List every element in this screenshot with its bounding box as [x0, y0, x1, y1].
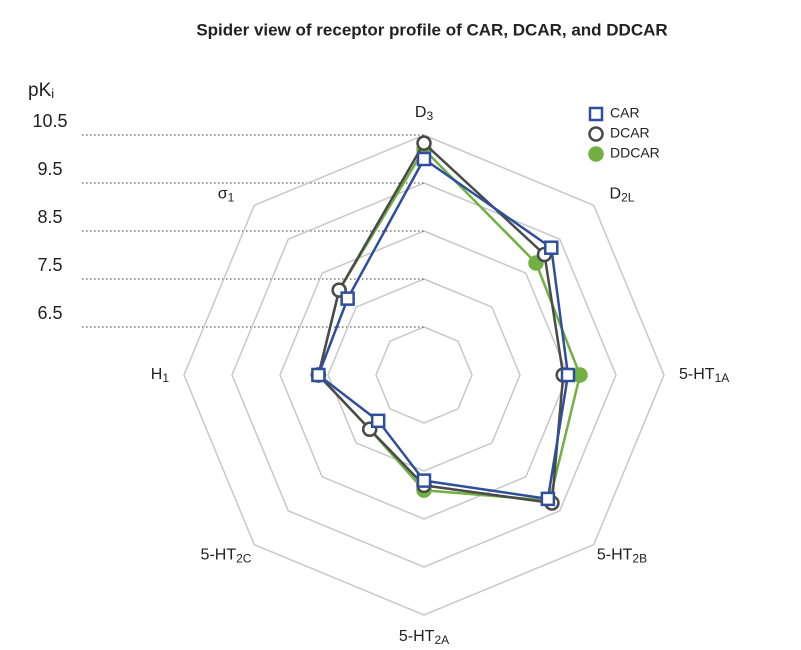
series-line: [317, 148, 582, 502]
axis-label: 5-HT1A: [679, 366, 729, 385]
marker: [340, 291, 355, 306]
marker: [588, 126, 604, 142]
grid-ring: [231, 182, 617, 568]
y-tick-label: 10.5: [32, 111, 67, 131]
chart-title: Spider view of receptor profile of CAR, …: [196, 20, 667, 39]
marker: [560, 367, 576, 383]
legend-label: CAR: [610, 105, 640, 121]
axis-label-base: H: [151, 366, 163, 383]
axis-label-base: 5-HT: [399, 628, 435, 645]
marker: [540, 491, 556, 507]
axis-label-sub: 3: [426, 109, 433, 123]
y-axis-label: pKi: [28, 80, 54, 101]
axis-label: 5-HT2A: [399, 628, 449, 647]
axis-label-sub: 2A: [434, 633, 449, 647]
marker: [311, 367, 326, 383]
y-tick-label: 9.5: [37, 159, 62, 179]
y-tick-label: 8.5: [37, 207, 62, 227]
legend-label: DDCAR: [610, 145, 660, 161]
axis-label-sub: 2B: [632, 551, 647, 565]
axis-label-sub: 2L: [621, 191, 635, 205]
grid-ring: [279, 230, 569, 520]
y-label-base: pK: [28, 80, 52, 101]
axis-label: 5-HT2B: [597, 547, 647, 566]
axis-label-base: 5-HT: [679, 366, 715, 383]
marker: [370, 413, 386, 429]
axis-label-sub: 1: [162, 371, 169, 385]
marker: [572, 367, 588, 383]
marker: [544, 240, 559, 255]
series-line: [317, 141, 565, 505]
y-tick-label: 7.5: [37, 255, 62, 275]
series-line: [317, 157, 570, 501]
axis-label-sub: 1: [228, 191, 235, 205]
grid-ring: [183, 134, 665, 616]
axis-label-base: D: [415, 104, 427, 121]
legend-label: DCAR: [610, 125, 650, 141]
marker: [416, 473, 432, 488]
axis-label: D2L: [610, 186, 635, 205]
axis-label-base: 5-HT: [597, 547, 633, 564]
marker: [416, 151, 432, 167]
marker: [416, 135, 432, 151]
axis-label-sub: 1A: [715, 371, 730, 385]
y-label-sub: i: [51, 86, 54, 101]
marker: [588, 106, 604, 122]
axis-label-base: D: [610, 186, 622, 203]
grid-ring: [375, 326, 473, 424]
grid-ring: [327, 278, 521, 472]
axis-label: D3: [415, 104, 434, 123]
y-tick-label: 6.5: [37, 303, 62, 323]
axis-label-sub: 2C: [236, 551, 252, 565]
axis-label-base: 5-HT: [201, 547, 237, 564]
axis-label: 5-HT2C: [201, 547, 252, 566]
axis-label: H1: [151, 366, 170, 385]
axis-label-base: σ: [218, 186, 228, 203]
marker: [588, 146, 604, 162]
axis-label: σ1: [218, 186, 235, 205]
